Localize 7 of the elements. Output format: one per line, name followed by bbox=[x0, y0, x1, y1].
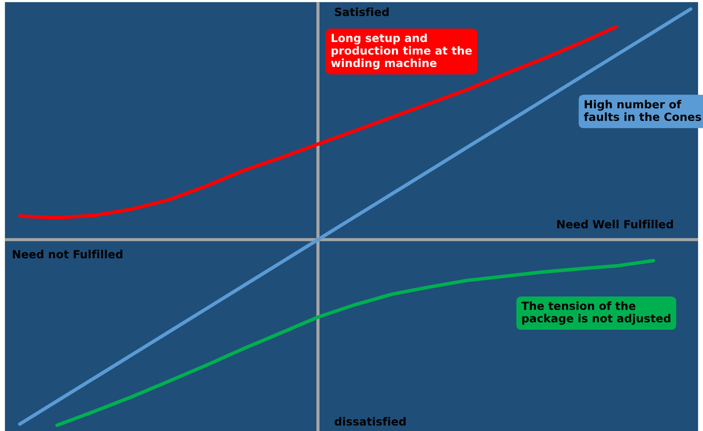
text: The tension of the package is not adjusted bbox=[521, 301, 670, 325]
series-label: Long setup and production time at the winding machine bbox=[331, 34, 472, 70]
annotation: dissatisfied bbox=[334, 417, 406, 426]
series-label: High number of faults in the Cones bbox=[584, 100, 702, 121]
annotation: Satisfied bbox=[334, 8, 389, 16]
annotation: Need not Fulfilled bbox=[12, 250, 122, 258]
annotation: Need Well Fulfilled bbox=[557, 220, 673, 228]
